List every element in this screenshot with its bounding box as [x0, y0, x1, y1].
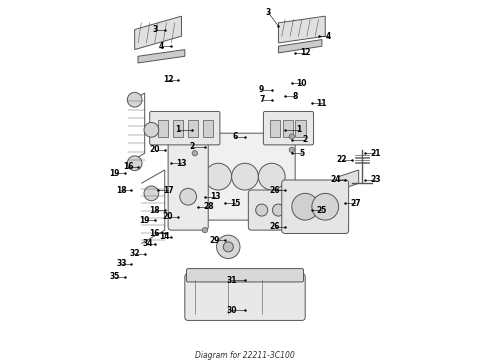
Bar: [283, 120, 293, 136]
Text: 8: 8: [293, 92, 298, 101]
Text: 21: 21: [370, 149, 381, 158]
Text: 10: 10: [296, 78, 307, 87]
Polygon shape: [278, 16, 325, 43]
Circle shape: [256, 204, 268, 216]
Circle shape: [289, 147, 294, 153]
Text: 5: 5: [299, 149, 304, 158]
Text: 34: 34: [143, 239, 153, 248]
Circle shape: [232, 163, 258, 190]
Text: 35: 35: [109, 273, 120, 282]
Circle shape: [289, 134, 294, 139]
Text: 18: 18: [149, 206, 160, 215]
Text: 16: 16: [122, 162, 133, 171]
FancyBboxPatch shape: [150, 112, 220, 145]
Circle shape: [258, 163, 285, 190]
Text: 20: 20: [163, 212, 173, 221]
Text: 23: 23: [370, 175, 381, 184]
Bar: [270, 120, 280, 136]
Circle shape: [289, 204, 301, 216]
Text: 13: 13: [176, 159, 187, 168]
Bar: [295, 120, 306, 136]
Text: 1: 1: [175, 125, 181, 134]
FancyBboxPatch shape: [264, 112, 314, 145]
FancyBboxPatch shape: [282, 180, 349, 234]
Polygon shape: [138, 50, 185, 63]
Text: 11: 11: [317, 99, 327, 108]
Circle shape: [144, 186, 159, 201]
Text: 18: 18: [116, 185, 126, 194]
Text: 15: 15: [230, 199, 240, 208]
Polygon shape: [135, 16, 181, 50]
FancyBboxPatch shape: [195, 133, 295, 220]
Text: 19: 19: [140, 216, 150, 225]
Text: 19: 19: [109, 169, 120, 178]
FancyBboxPatch shape: [168, 123, 208, 230]
Circle shape: [202, 228, 208, 233]
Text: 17: 17: [163, 185, 173, 194]
Text: 3: 3: [152, 25, 157, 34]
Text: 12: 12: [300, 49, 311, 58]
Text: 25: 25: [317, 206, 327, 215]
Text: 22: 22: [337, 156, 347, 165]
Bar: [158, 120, 168, 136]
Circle shape: [272, 204, 285, 216]
FancyBboxPatch shape: [248, 190, 329, 230]
Text: 32: 32: [129, 249, 140, 258]
Polygon shape: [339, 170, 359, 190]
Circle shape: [127, 93, 142, 107]
Text: 2: 2: [302, 135, 308, 144]
Polygon shape: [278, 40, 322, 53]
Text: 28: 28: [203, 202, 214, 211]
Text: 7: 7: [259, 95, 265, 104]
FancyBboxPatch shape: [185, 274, 305, 320]
Text: 26: 26: [270, 222, 280, 231]
Bar: [173, 120, 183, 136]
Text: 20: 20: [149, 145, 160, 154]
Text: 16: 16: [149, 229, 160, 238]
Text: 12: 12: [163, 75, 173, 84]
Text: 2: 2: [189, 142, 194, 151]
Circle shape: [127, 156, 142, 171]
Circle shape: [144, 122, 159, 137]
Text: 14: 14: [160, 232, 170, 241]
Circle shape: [306, 204, 318, 216]
Text: 9: 9: [259, 85, 264, 94]
Circle shape: [217, 235, 240, 258]
Circle shape: [205, 163, 232, 190]
Text: 6: 6: [232, 132, 238, 141]
Text: 13: 13: [210, 192, 220, 201]
Circle shape: [312, 193, 339, 220]
Text: 4: 4: [326, 32, 331, 41]
FancyBboxPatch shape: [187, 269, 303, 282]
Text: 33: 33: [116, 259, 126, 268]
Text: 30: 30: [226, 306, 237, 315]
Bar: [203, 120, 213, 136]
Bar: [188, 120, 198, 136]
Text: 29: 29: [210, 236, 220, 245]
Text: Diagram for 22211-3C100: Diagram for 22211-3C100: [195, 351, 295, 360]
Text: 3: 3: [266, 8, 271, 17]
Circle shape: [223, 242, 233, 252]
Text: 27: 27: [350, 199, 361, 208]
Text: 4: 4: [159, 42, 164, 51]
Text: 1: 1: [296, 125, 301, 134]
Circle shape: [292, 193, 318, 220]
Text: 26: 26: [270, 185, 280, 194]
Text: 31: 31: [226, 276, 237, 285]
Circle shape: [192, 150, 197, 156]
Text: 24: 24: [330, 175, 341, 184]
Circle shape: [180, 188, 196, 205]
